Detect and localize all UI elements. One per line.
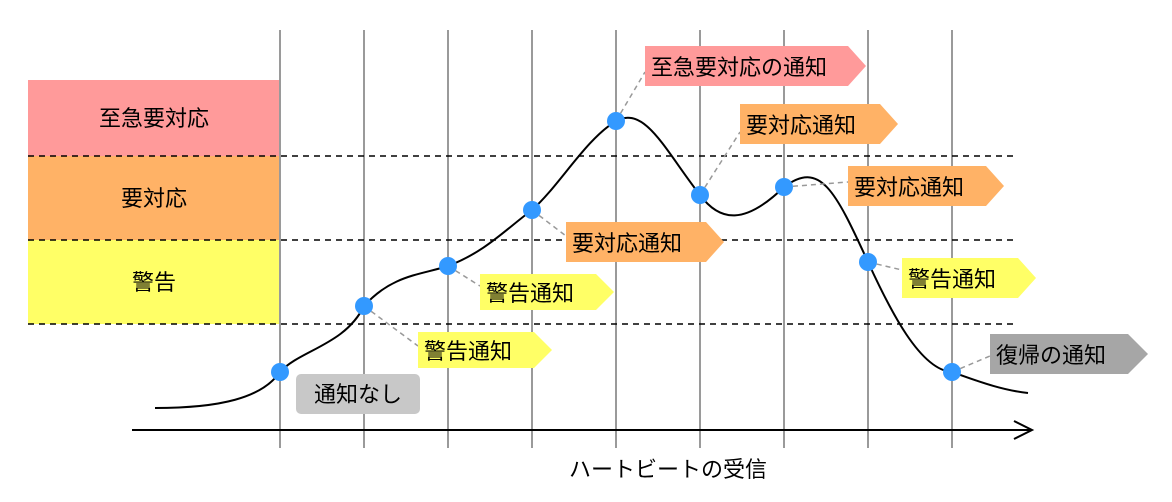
connector	[951, 355, 991, 373]
connector	[447, 265, 481, 287]
tag-label-action-3: 要対応通知	[854, 176, 964, 201]
tag-label-critical: 至急要対応の通知	[651, 56, 827, 81]
tag-critical	[645, 46, 866, 86]
tag-action-1	[566, 222, 724, 262]
notification-tags: 通知なし 警告通知 警告通知 要対応通知 至急要対応の通知 要対応通知 要対応通…	[296, 46, 1148, 414]
axis-label: ハートビートの受信	[569, 458, 767, 483]
severity-bands: 至急要対応 要対応 警告	[28, 80, 280, 324]
tag-label-warning-3: 警告通知	[908, 268, 996, 293]
heartbeat-point	[523, 201, 541, 219]
band-critical	[28, 80, 280, 156]
tag-warning-3	[902, 258, 1036, 298]
tag-label-action-1: 要対応通知	[572, 232, 682, 257]
tag-action-2	[740, 104, 898, 144]
heartbeat-point	[271, 363, 289, 381]
band-warning	[28, 240, 280, 324]
heartbeat-points	[271, 112, 961, 381]
connector	[783, 181, 849, 188]
band-label-action: 要対応	[121, 187, 187, 212]
axis-arrowhead	[1013, 420, 1035, 440]
tag-label-warning-1: 警告通知	[424, 340, 512, 365]
heartbeat-point	[943, 363, 961, 381]
connector	[699, 131, 741, 196]
connector	[867, 261, 903, 271]
tag-label-no-notice: 通知なし	[314, 383, 402, 408]
tag-label-action-2: 要対応通知	[746, 114, 856, 139]
connector	[363, 305, 419, 347]
connector	[531, 209, 567, 237]
tag-no-notice	[296, 374, 420, 414]
heartbeat-point	[859, 253, 877, 271]
connectors	[363, 71, 991, 373]
tag-warning-2	[480, 274, 614, 310]
tag-warning-1	[418, 332, 552, 368]
status-curve	[154, 116, 1029, 409]
heartbeat-point	[355, 297, 373, 315]
band-label-warning: 警告	[132, 271, 176, 296]
heartbeat-point	[439, 257, 457, 275]
heartbeat-point	[607, 112, 625, 130]
heartbeat-point	[691, 186, 709, 204]
band-label-critical: 至急要対応	[99, 107, 209, 132]
tag-label-warning-2: 警告通知	[486, 282, 574, 307]
tag-label-recovery: 復帰の通知	[996, 344, 1106, 369]
tag-action-3	[848, 166, 1004, 206]
connector	[615, 71, 646, 122]
time-axis: ハートビートの受信	[132, 420, 1035, 483]
heartbeat-point	[775, 178, 793, 196]
band-action	[28, 156, 280, 240]
tag-recovery	[990, 334, 1148, 374]
